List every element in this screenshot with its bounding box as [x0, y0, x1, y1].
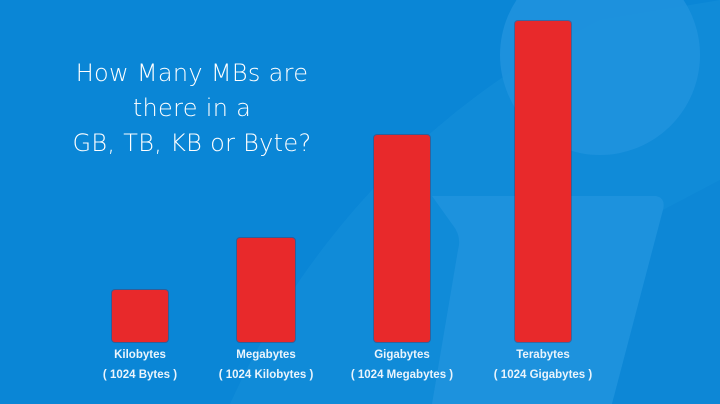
chart-title: How Many MBs are there in a GB, TB, KB o…	[42, 56, 342, 161]
bar-label-kilobytes: Kilobytes ( 1024 Bytes )	[65, 345, 215, 385]
category-label: Megabytes	[236, 349, 296, 361]
bar-label-terabytes: Terabytes ( 1024 Gigabytes )	[468, 345, 618, 385]
bar-gigabytes	[374, 135, 430, 342]
category-sublabel: ( 1024 Gigabytes )	[493, 369, 593, 381]
title-line-3: GB, TB, KB or Byte?	[72, 129, 312, 157]
title-line-2: there in a	[132, 94, 252, 122]
category-sublabel: ( 1024 Bytes )	[102, 369, 178, 381]
category-label: Kilobytes	[114, 349, 166, 361]
category-sublabel: ( 1024 Kilobytes )	[218, 369, 314, 381]
category-sublabel: ( 1024 Megabytes )	[350, 369, 454, 381]
category-label: Gigabytes	[374, 349, 430, 361]
bar-label-megabytes: Megabytes ( 1024 Kilobytes )	[191, 345, 341, 385]
bar-terabytes	[515, 21, 571, 342]
bar-kilobytes	[112, 290, 168, 342]
title-line-1: How Many MBs are	[75, 59, 309, 87]
bar-label-gigabytes: Gigabytes ( 1024 Megabytes )	[327, 345, 477, 385]
category-label: Terabytes	[516, 349, 570, 361]
bar-megabytes	[237, 238, 295, 342]
background-shade-shape	[612, 180, 720, 404]
